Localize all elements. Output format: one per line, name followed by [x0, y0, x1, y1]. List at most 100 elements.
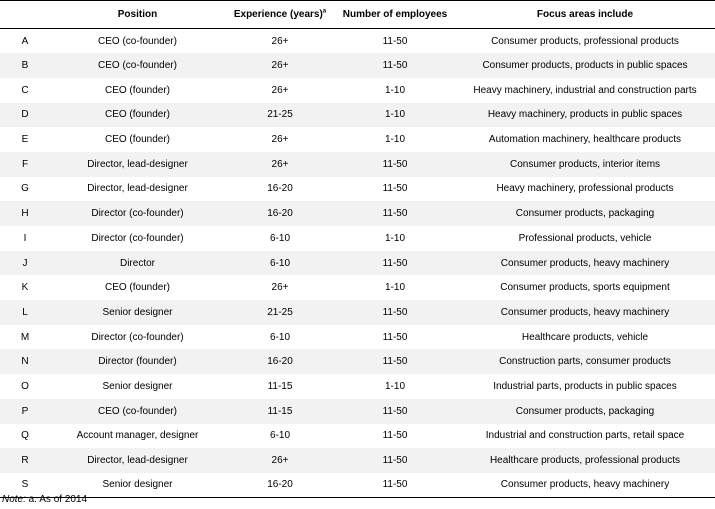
cell-employees: 1-10 [384, 380, 405, 392]
note-text: a. As of 2014 [25, 494, 88, 505]
table-row: N Director (founder) 16-20 11-50 Constructio… [0, 349, 715, 375]
cell-employees: 11-50 [382, 405, 408, 417]
header-experience-footnote-marker: a [322, 8, 327, 15]
cell-position: CEO (founder) [104, 109, 171, 121]
cell-id: D [21, 109, 29, 121]
table-row: O Senior designer 11-15 1-10 Industrial part… [0, 374, 715, 399]
header-id [0, 1, 50, 29]
table-row: Q Account manager, designer 6-10 11-50 Indus… [0, 423, 715, 449]
cell-experience: 26+ [271, 84, 289, 96]
table-row: J Director 6-10 11-50 Consumer products, hea… [0, 250, 715, 276]
cell-experience: 21-25 [267, 306, 293, 318]
cell-experience: 16-20 [267, 208, 293, 220]
table-row: M Director (co-founder) 6-10 11-50 Healthcar… [0, 324, 715, 350]
table-row: P CEO (co-founder) 11-15 11-50 Consumer prod… [0, 398, 715, 424]
cell-experience: 6-10 [269, 257, 290, 269]
header-experience-label: Experience (years) [233, 9, 323, 20]
cell-experience: 16-20 [267, 356, 293, 368]
cell-employees: 11-50 [382, 430, 408, 442]
table-row: K CEO (founder) 26+ 1-10 Consumer products, … [0, 275, 715, 301]
cell-id: B [21, 60, 29, 72]
cell-position: CEO (co-founder) [98, 35, 177, 47]
cell-experience: 21-25 [267, 109, 293, 121]
cell-employees: 11-50 [382, 356, 408, 368]
cell-focus: Professional products, vehicle [518, 232, 652, 244]
cell-focus: Consumer products, products in public sp… [482, 60, 688, 72]
cell-focus: Consumer products, packaging [515, 208, 655, 220]
cell-id: A [21, 35, 29, 47]
cell-position: Director (co-founder) [91, 208, 184, 220]
cell-focus: Healthcare products, professional produc… [489, 455, 681, 467]
table-row: S Senior designer 16-20 11-50 Consumer produ… [0, 472, 715, 498]
cell-experience: 26+ [271, 158, 289, 170]
table-row: L Senior designer 21-25 11-50 Consumer produ… [0, 300, 715, 325]
cell-id: S [21, 479, 29, 491]
cell-id: H [21, 208, 29, 220]
cell-focus: Heavy machinery, products in public spac… [487, 109, 683, 121]
cell-focus: Heavy machinery, industrial and construc… [473, 84, 697, 96]
cell-focus: Heavy machinery, professional products [496, 183, 674, 195]
cell-id: I [23, 232, 27, 244]
cell-employees: 1-10 [384, 134, 405, 146]
header-experience: Experience (years)a [225, 1, 335, 29]
cell-employees: 11-50 [382, 158, 408, 170]
table-row: E CEO (founder) 26+ 1-10 Automation machiner… [0, 127, 715, 152]
cell-focus: Consumer products, heavy machinery [500, 306, 670, 318]
cell-focus: Consumer products, heavy machinery [500, 479, 670, 491]
cell-position: Director (founder) [98, 356, 177, 368]
cell-position: CEO (founder) [104, 282, 171, 294]
participants-table-container: Position Experience (years)a Number of e… [0, 0, 715, 498]
cell-id: G [21, 183, 29, 195]
cell-id: F [21, 158, 29, 170]
cell-position: Director (co-founder) [91, 232, 184, 244]
cell-employees: 11-50 [382, 257, 408, 269]
cell-employees: 11-50 [382, 479, 408, 491]
cell-experience: 26+ [271, 35, 289, 47]
cell-employees: 11-50 [382, 208, 408, 220]
cell-id: M [20, 331, 30, 343]
cell-focus: Consumer products, packaging [515, 405, 655, 417]
table-row: C CEO (founder) 26+ 1-10 Heavy machinery, in… [0, 77, 715, 103]
cell-employees: 1-10 [384, 84, 405, 96]
cell-position: CEO (founder) [104, 134, 171, 146]
table-body: A CEO (co-founder) 26+ 11-50 Consumer produc… [0, 28, 715, 498]
cell-experience: 16-20 [267, 479, 293, 491]
cell-experience: 26+ [271, 60, 289, 72]
cell-focus: Consumer products, sports equipment [500, 282, 670, 294]
table-header: Position Experience (years)a Number of e… [0, 0, 715, 29]
cell-experience: 6-10 [269, 331, 290, 343]
cell-id: L [22, 306, 28, 318]
cell-id: Q [21, 430, 29, 442]
cell-position: CEO (co-founder) [98, 405, 177, 417]
cell-employees: 11-50 [382, 306, 408, 318]
table-note: Note: a. As of 2014 [2, 494, 87, 505]
cell-experience: 16-20 [267, 183, 293, 195]
cell-focus: Automation machinery, healthcare product… [488, 134, 682, 146]
cell-employees: 11-50 [382, 35, 408, 47]
cell-employees: 1-10 [384, 282, 405, 294]
cell-position: Director, lead-designer [87, 158, 188, 170]
cell-experience: 26+ [271, 455, 289, 467]
cell-employees: 1-10 [384, 232, 405, 244]
cell-id: K [21, 282, 29, 294]
cell-id: O [21, 380, 29, 392]
cell-experience: 6-10 [269, 430, 290, 442]
cell-focus: Consumer products, interior items [509, 158, 661, 170]
table-row: A CEO (co-founder) 26+ 11-50 Consumer produc… [0, 28, 715, 54]
table-row: B CEO (co-founder) 26+ 11-50 Consumer produc… [0, 53, 715, 78]
cell-experience: 11-15 [267, 405, 293, 417]
header-row: Position Experience (years)a Number of e… [0, 0, 715, 29]
cell-experience: 6-10 [269, 232, 290, 244]
cell-position: Senior designer [102, 306, 173, 318]
cell-position: Senior designer [102, 380, 173, 392]
cell-position: CEO (co-founder) [98, 60, 177, 72]
cell-position: CEO (founder) [104, 84, 171, 96]
cell-employees: 11-50 [382, 455, 408, 467]
cell-focus: Consumer products, heavy machinery [500, 257, 670, 269]
cell-position: Director, lead-designer [87, 183, 188, 195]
cell-focus: Consumer products, professional products [491, 35, 679, 47]
cell-employees: 1-10 [384, 109, 405, 121]
cell-position: Director, lead-designer [87, 455, 188, 467]
table-row: D CEO (founder) 21-25 1-10 Heavy machinery, … [0, 102, 715, 128]
cell-id: C [21, 84, 29, 96]
